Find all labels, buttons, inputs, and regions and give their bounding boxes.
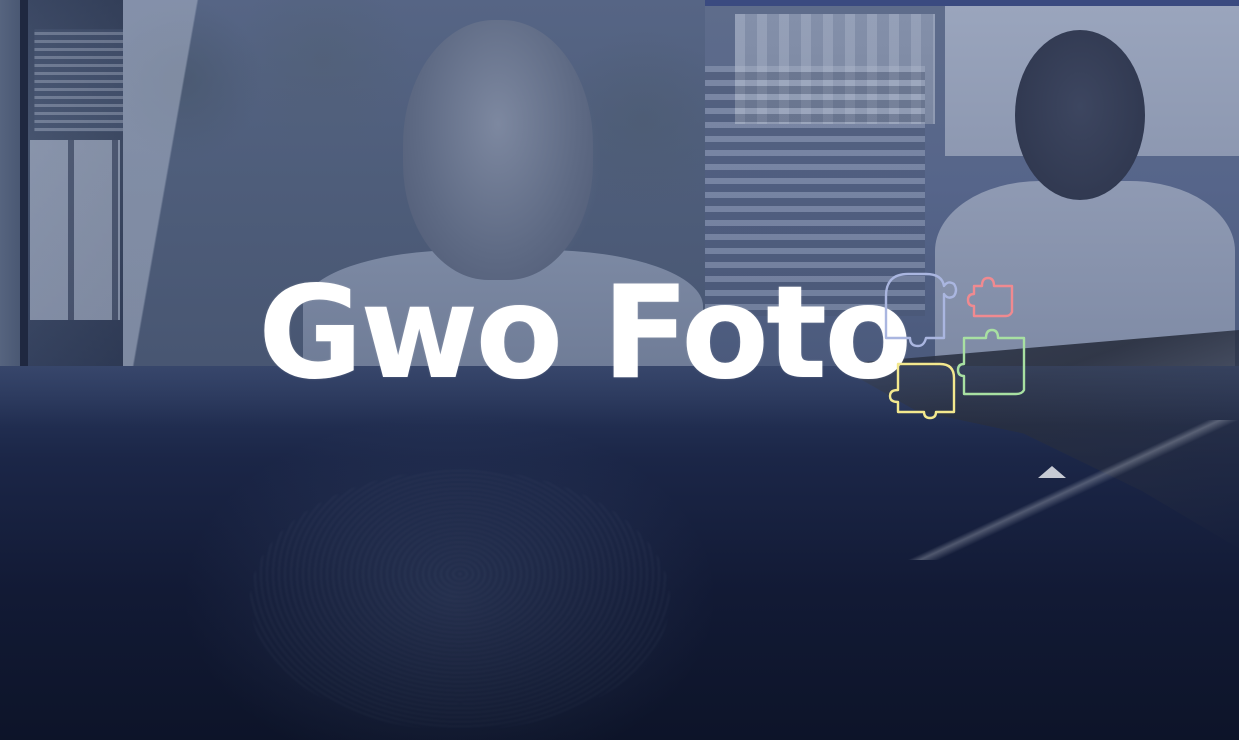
woman-head [1015, 30, 1145, 200]
logo-wordmark: Gwo Foto [258, 259, 912, 408]
shelf-papers [34, 29, 123, 132]
man-portrait-photo [123, 0, 705, 366]
puzzle-piece-yellow [888, 362, 956, 420]
wall-calendar [735, 14, 935, 124]
woman-at-desk-photo [705, 6, 1239, 366]
puzzle-pieces-icon [884, 272, 1026, 420]
site-logo: Gwo Foto [258, 262, 1038, 422]
sea-glint [250, 470, 670, 730]
puzzle-piece-green [956, 328, 1026, 396]
top-accent-strip-right [705, 0, 1239, 6]
puzzle-piece-blue [884, 272, 958, 348]
door-gap [20, 0, 28, 366]
puzzle-piece-red [966, 276, 1014, 318]
binders [30, 140, 120, 320]
horizon-haze [0, 366, 1239, 426]
office-shelf-photo [0, 0, 123, 366]
door-frame [0, 0, 20, 366]
boat-icon [1038, 466, 1066, 478]
shore-line [900, 420, 1239, 560]
desk-clutter [705, 66, 925, 316]
car-window-edge [123, 0, 243, 366]
man-head [403, 20, 593, 280]
